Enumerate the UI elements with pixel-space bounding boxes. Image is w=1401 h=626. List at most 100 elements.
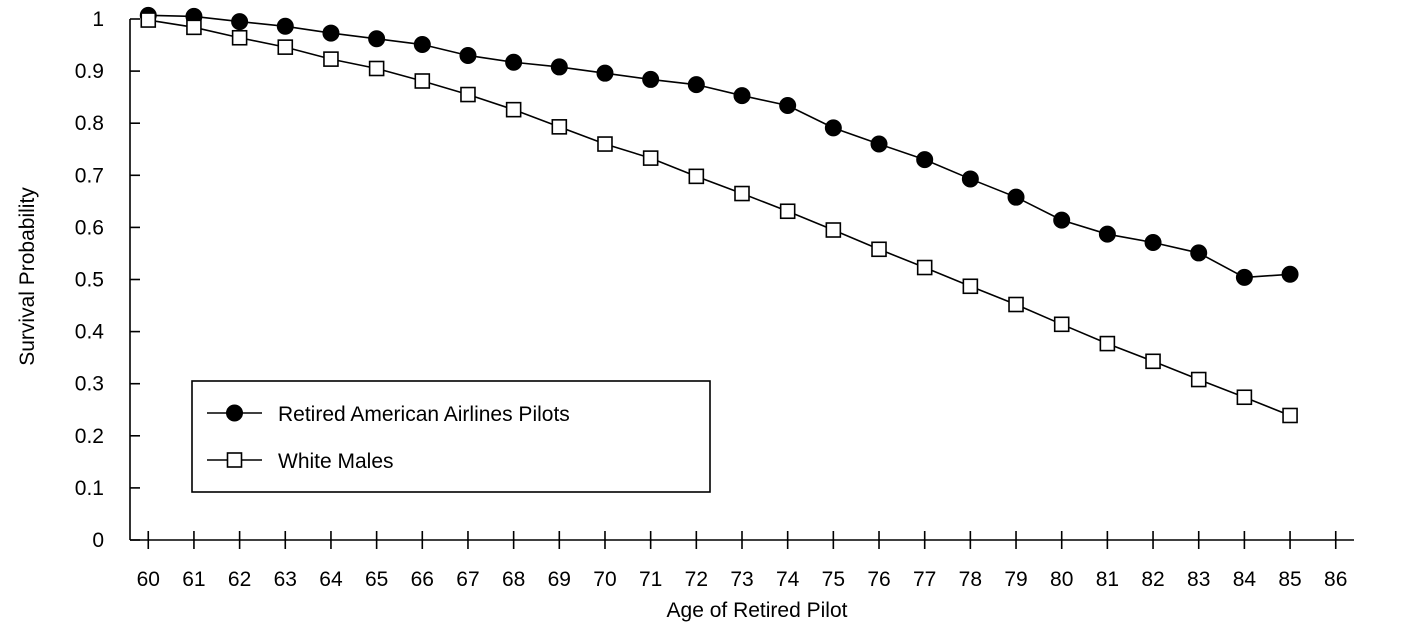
x-tick-label: 66 [411,568,434,591]
series-1 [139,6,1299,286]
y-tick-label: 0.2 [75,425,104,448]
data-point [962,278,979,295]
data-point [186,19,202,36]
data-point [1145,353,1161,370]
series-line [148,14,1291,279]
data-point [460,86,476,103]
data-point [870,135,888,153]
x-tick-label: 61 [182,568,205,591]
x-tick-label: 69 [548,568,571,591]
x-tick-label: 67 [456,568,479,591]
data-point [505,101,522,118]
data-point [961,170,979,188]
x-tick-label: 79 [1004,568,1027,591]
data-point [824,119,842,137]
data-point [779,96,797,114]
data-point [550,58,568,76]
data-point [231,29,248,46]
x-tick-label: 62 [228,568,251,591]
data-point [1236,389,1253,406]
y-axis-title: Survival Probability [16,187,39,366]
data-point [733,87,751,105]
x-tick-label: 78 [959,568,982,591]
data-point [231,13,249,31]
legend-marker [226,404,243,422]
data-point [596,64,614,82]
data-point [1281,265,1299,283]
y-tick-label: 0.9 [75,60,104,83]
x-tick-label: 80 [1050,568,1073,591]
legend: Retired American Airlines Pilots White Ma… [191,380,711,493]
data-point [1007,188,1025,206]
legend-label: White Males [278,450,394,473]
data-point [1053,211,1071,229]
data-point [687,76,705,94]
data-point [1098,225,1116,243]
data-point [459,46,477,64]
data-point [323,51,339,67]
x-tick-label: 76 [867,568,890,591]
data-point [1190,244,1208,262]
y-tick-label: 0.7 [75,164,104,187]
data-point [413,36,431,54]
data-point [368,30,386,48]
x-tick-label: 71 [639,568,662,591]
data-point [1008,296,1024,313]
data-point [916,259,933,276]
data-point [277,39,294,55]
x-tick-label: 64 [319,568,343,591]
y-tick-label: 0.3 [75,373,104,396]
x-axis-title: Age of Retired Pilot [667,599,848,622]
data-point [871,241,887,258]
y-tick-label: 0.5 [75,269,104,292]
x-ticks: 60 61 62 63 64 65 66 67 68 69 70 71 72 73 74 75 76 77 78 79… [137,531,1347,591]
data-point [1190,371,1207,388]
x-tick-label: 73 [730,568,753,591]
legend-item: Retired American Airlines Pilots [207,403,570,426]
data-point [642,150,659,166]
data-point [1099,335,1116,352]
data-point [551,119,568,135]
data-point [505,53,523,71]
x-tick-label: 85 [1278,568,1301,591]
data-point [1144,234,1162,252]
data-point [916,151,934,169]
y-tick-label: 1 [92,8,104,31]
data-point [414,73,431,89]
data-point [276,17,294,35]
x-tick-label: 70 [593,568,616,591]
y-tick-label: 0.6 [75,216,104,239]
data-point [688,168,705,185]
series-layer [139,6,1299,424]
legend-box [191,380,711,493]
legend-label: Retired American Airlines Pilots [278,403,570,426]
y-tick-label: 0.4 [75,321,105,344]
x-tick-label: 72 [685,568,708,591]
x-tick-label: 83 [1187,568,1210,591]
x-tick-label: 65 [365,568,388,591]
x-tick-label: 81 [1096,568,1119,591]
data-point [779,203,796,220]
data-point [734,185,750,202]
legend-marker [226,452,243,468]
x-tick-label: 82 [1141,568,1164,591]
data-point [642,70,660,88]
x-tick-label: 86 [1324,568,1347,591]
data-point [1235,268,1253,286]
y-tick-label: 0.8 [75,112,104,135]
x-tick-label: 74 [776,568,800,591]
y-tick-label: 0 [92,529,104,552]
data-point [825,222,842,238]
series-line [148,19,1291,417]
y-ticks: 0 0.1 0.2 0.3 0.4 0.5 0.6 0.7 0.8 0.9 1 [75,8,140,552]
x-tick-label: 75 [822,568,845,591]
series-2 [140,12,1298,424]
data-point [1282,407,1298,424]
legend-items: Retired American Airlines Pilots White Ma… [207,403,570,473]
x-tick-label: 60 [137,568,160,591]
x-tick-label: 84 [1233,568,1257,591]
data-point [322,24,340,42]
legend-item: White Males [207,450,394,473]
x-tick-label: 77 [913,568,936,591]
